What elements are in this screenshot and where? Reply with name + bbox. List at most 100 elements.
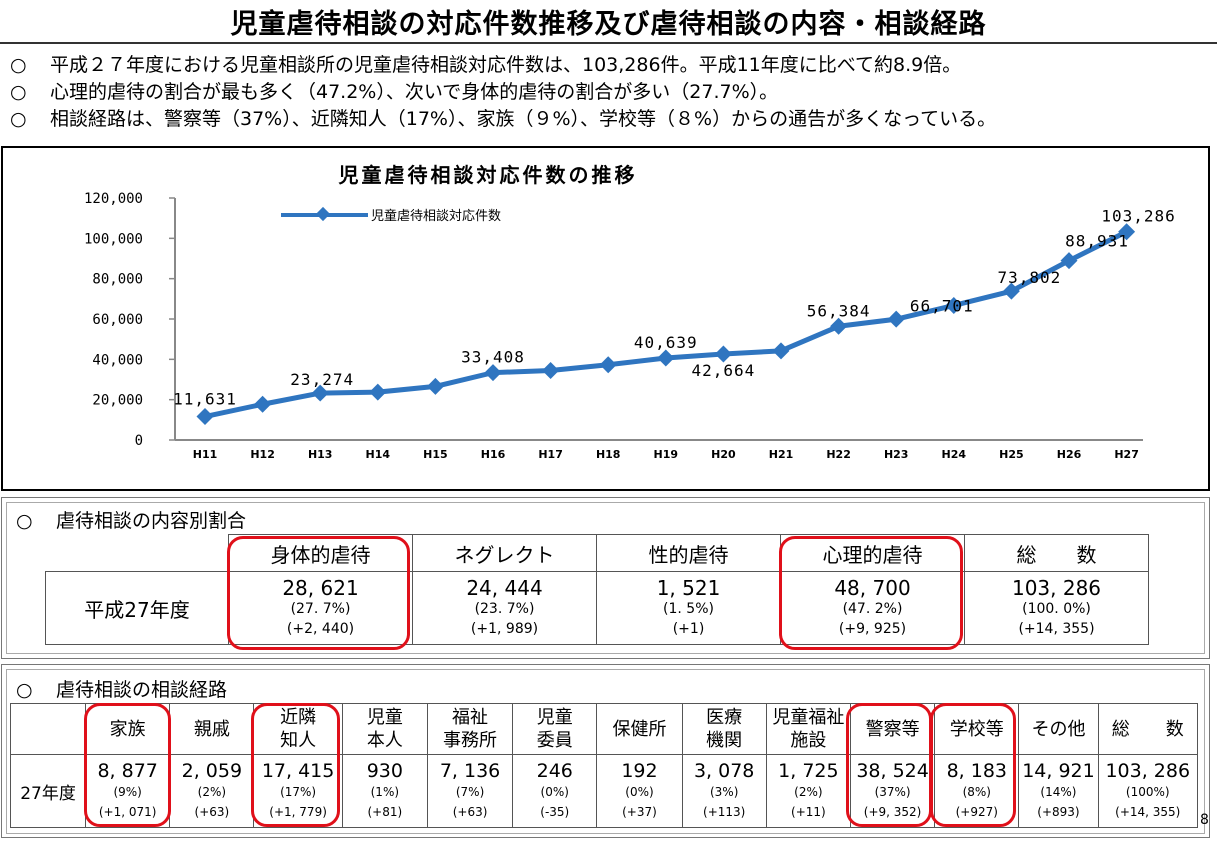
column-header: 総 数: [964, 534, 1149, 572]
table-header-row: 家族 親戚 近隣 知人 児童 本人 福祉 事務所 児童 委員 保健所 医療 機関…: [9, 703, 1199, 755]
table-cell: 930 (1%) (+81): [341, 754, 428, 828]
page-number: 8: [1200, 812, 1209, 828]
cell-percent: (1%): [370, 785, 400, 799]
cell-diff: (+63): [194, 805, 230, 819]
cell-percent: (0%): [540, 785, 569, 799]
column-header: ネグレクト: [412, 534, 597, 572]
summary-bullet: ○ 心理的虐待の割合が最も多く（47.2%）、次いで身体的虐待の割合が多い（27.…: [10, 79, 996, 106]
summary-bullets: ○ 平成２７年度における児童相談所の児童虐待相談対応件数は、103,286件。平成…: [10, 52, 996, 133]
table-row: 平成27年度 28, 621 (27. 7%) (+2, 440) 24, 444(…: [45, 571, 1149, 645]
cell-value: 2, 059: [181, 760, 243, 782]
header-text: 福祉 事務所: [443, 707, 498, 751]
cell-percent: (23. 7%): [474, 601, 535, 617]
cell-percent: (37%): [874, 785, 911, 799]
cell-diff: (+14, 355): [1018, 621, 1095, 637]
row-label: 平成27年度: [45, 571, 229, 645]
column-header: 親戚: [169, 703, 255, 755]
cell-value: 17, 415: [261, 760, 335, 782]
header-text: 学校等: [949, 718, 1004, 740]
page-title: 児童虐待相談の対応件数推移及び虐待相談の内容・相談経路: [230, 9, 987, 40]
x-tick-label: H22: [826, 448, 851, 461]
column-header: 福祉 事務所: [426, 703, 514, 755]
x-tick-label: H26: [1057, 448, 1082, 461]
y-tick-label: 80,000: [92, 272, 143, 288]
table-cell: 2, 059 (2%) (+63): [169, 754, 255, 828]
section-title-text: 虐待相談の内容別割合: [56, 510, 247, 532]
column-header: 性的虐待: [596, 534, 781, 572]
cell-percent: (8%): [962, 785, 991, 799]
x-tick-label: H18: [596, 448, 621, 461]
data-point: [542, 361, 560, 379]
column-header: 総 数: [1097, 703, 1199, 755]
y-tick-label: 60,000: [92, 312, 143, 328]
cell-percent: (27. 7%): [290, 601, 351, 617]
highlight-family: [84, 703, 171, 827]
table-corner-cell: [9, 703, 87, 755]
highlight-neighbors: [251, 703, 340, 827]
x-tick-label: H13: [308, 448, 333, 461]
data-point: [657, 349, 675, 367]
x-tick-label: H23: [884, 448, 909, 461]
table-cell: 14, 921 (14%) (+893): [1018, 754, 1099, 828]
legend-label: 児童虐待相談対応件数: [371, 208, 501, 224]
cell-value: 38, 524: [856, 760, 929, 782]
cell-percent: (14%): [1040, 785, 1077, 799]
table-cell: 103, 286 (100. 0%) (+14, 355): [964, 571, 1149, 645]
table-cell: 7, 136 (7%) (+63): [426, 754, 514, 828]
cell-percent: (0%): [625, 785, 654, 799]
cell-diff: (+14, 355): [1115, 805, 1181, 819]
table-cell: 103, 286 (100%) (+14, 355): [1097, 754, 1199, 828]
cell-diff: (+1, 989): [470, 621, 539, 637]
data-label: 66,701: [910, 296, 974, 315]
header-text: 親戚: [193, 718, 230, 740]
content-section-title: ○ 虐待相談の内容別割合: [16, 506, 246, 533]
section-title-text: 虐待相談の相談経路: [56, 679, 228, 701]
cell-diff: (+63): [452, 805, 488, 819]
data-label: 103,286: [1101, 207, 1175, 226]
x-tick-label: H15: [423, 448, 448, 461]
x-tick-label: H21: [769, 448, 794, 461]
header-text: 近隣 知人: [280, 707, 317, 751]
title-divider: [0, 42, 1217, 44]
content-section-panel: [1, 497, 1210, 659]
x-tick-label: H25: [999, 448, 1024, 461]
table-cell: 3, 078 (3%) (+113): [681, 754, 767, 828]
cell-diff: (+927): [955, 805, 998, 819]
cell-value: 24, 444: [466, 576, 543, 600]
data-label: 73,802: [998, 268, 1062, 287]
row-label: 27年度: [9, 754, 87, 828]
data-point: [599, 356, 617, 374]
cell-percent: (17%): [280, 785, 317, 799]
data-label: 42,664: [692, 361, 756, 380]
cell-diff: (+2, 440): [286, 621, 355, 637]
cell-value: 28, 621: [282, 576, 359, 600]
cell-percent: (2%): [794, 785, 823, 799]
highlight-psychological-abuse: [779, 536, 963, 650]
data-point: [196, 408, 214, 426]
data-label: 40,639: [634, 333, 698, 352]
bullet-text: 平成２７年度における児童相談所の児童虐待相談対応件数は、103,286件。平成1…: [50, 54, 962, 76]
x-tick-label: H19: [654, 448, 679, 461]
cell-diff: (+1, 779): [269, 805, 327, 819]
bullet-text: 相談経路は、警察等（37%）、近隣知人（17%）、家族（９%）、学校等（８%）か…: [50, 108, 997, 130]
data-label: 33,408: [461, 348, 525, 367]
highlight-police: [846, 703, 932, 827]
cell-value: 48, 700: [834, 576, 911, 600]
data-point: [311, 384, 329, 402]
data-label: 56,384: [807, 301, 871, 320]
table-cell: 192 (0%) (+37): [596, 754, 683, 828]
data-point: [1002, 282, 1020, 300]
cell-percent: (3%): [709, 785, 739, 799]
column-header: 保健所: [596, 703, 683, 755]
cell-percent: (47. 2%): [842, 601, 903, 617]
column-header: 児童福祉 施設: [765, 703, 851, 755]
header-text: 総 数: [1111, 718, 1184, 740]
cell-value: 103, 286: [1011, 576, 1102, 600]
data-point: [369, 383, 387, 401]
header-text: 医療 機関: [706, 707, 743, 751]
cell-diff: (+9, 352): [863, 805, 922, 819]
data-label: 11,631: [173, 390, 237, 409]
highlight-school: [930, 703, 1016, 827]
summary-bullet: ○ 相談経路は、警察等（37%）、近隣知人（17%）、家族（９%）、学校等（８%）…: [10, 106, 996, 133]
x-tick-label: H14: [366, 448, 391, 461]
